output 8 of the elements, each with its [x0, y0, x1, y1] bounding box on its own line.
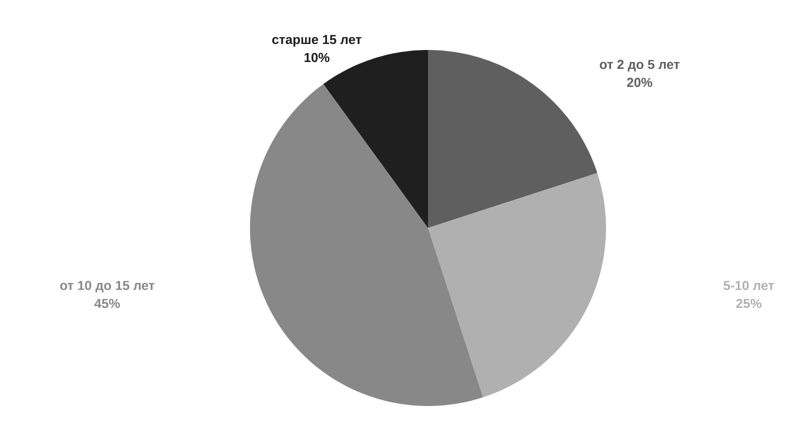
slice-label: 5-10 лет — [724, 280, 774, 290]
data-label: 10% — [304, 52, 330, 62]
slice-label: старше 15 лет — [272, 35, 362, 47]
data-label: 25% — [736, 298, 762, 308]
slice-label: от 10 до 15 лет — [60, 280, 154, 293]
data-label: 45% — [94, 298, 120, 308]
data-label: 20% — [627, 78, 652, 88]
slice-label: от 2 до 5 лет — [600, 60, 680, 72]
